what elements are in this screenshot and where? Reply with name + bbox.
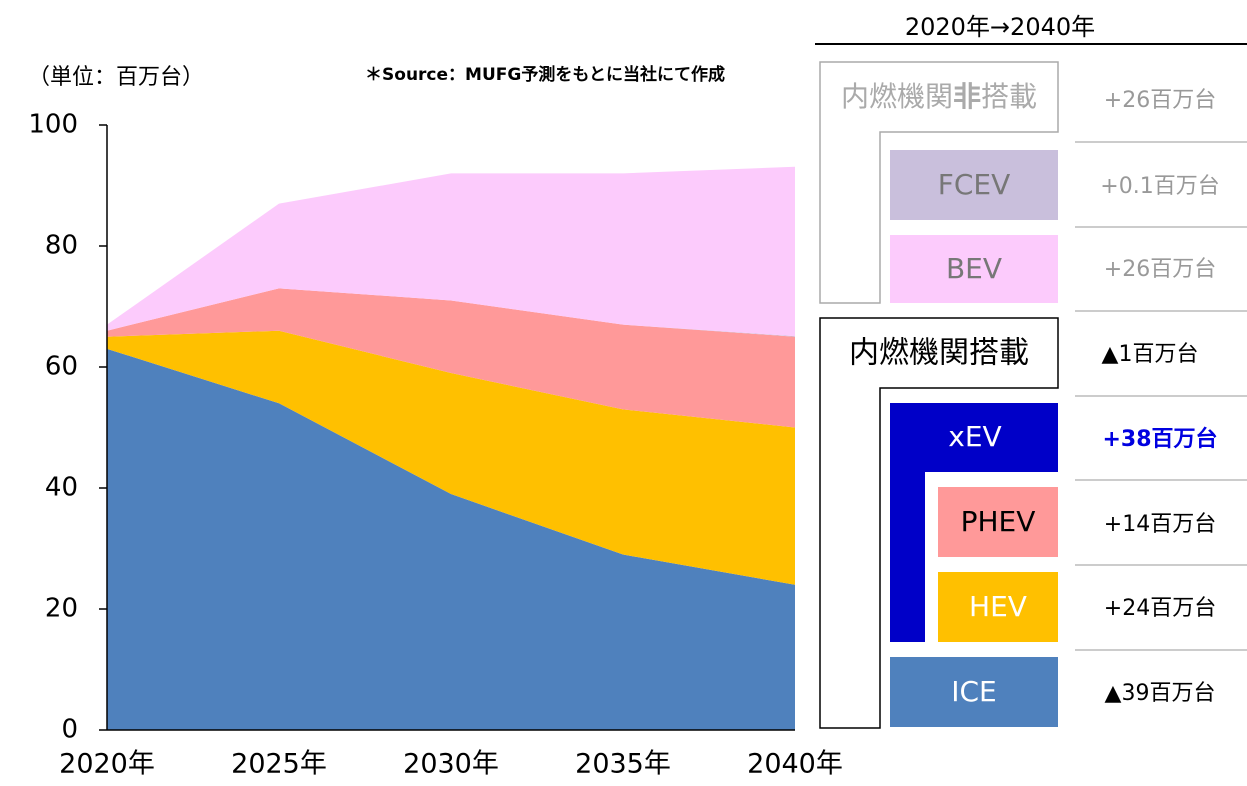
ice-box	[890, 657, 1058, 727]
row-rules	[1075, 141, 1247, 651]
change: +0.1百万台	[1100, 174, 1219, 199]
fcev-label: FCEV	[938, 168, 1011, 201]
ice-total-label: 内燃機関搭載	[849, 336, 1029, 371]
change: ▲1百万台	[1102, 342, 1199, 367]
x-tick-label: 2030年	[403, 749, 499, 780]
y-tick-label: 80	[45, 231, 78, 261]
change: +14百万台	[1104, 512, 1216, 537]
change: +24百万台	[1104, 596, 1216, 621]
ice-bracket	[819, 317, 1059, 729]
panel-header: 2020年→2040年	[905, 13, 1095, 41]
area	[107, 288, 795, 428]
fcev-box	[890, 150, 1058, 220]
y-tick-label: 60	[45, 352, 78, 382]
y-tick-label: 100	[28, 110, 78, 140]
area	[107, 330, 795, 585]
hev-box	[938, 572, 1058, 642]
non-ice-label: 内燃機関非搭載	[841, 80, 1037, 113]
area	[107, 348, 795, 730]
y-tick-label: 40	[45, 473, 78, 503]
xev-box	[890, 403, 1058, 642]
x-tick-label: 2025年	[231, 749, 327, 780]
source-note: ＊Source：MUFG予測をもとに当社にて作成	[365, 64, 725, 85]
x-tick-label: 2040年	[747, 749, 843, 780]
ice-label: ICE	[951, 675, 997, 708]
change: +26百万台	[1104, 257, 1216, 282]
y-tick-label: 20	[45, 594, 78, 624]
xev-label: xEV	[948, 420, 1001, 453]
plot: 0 20 40 60 80 100 2020年 2025年 2030年 2035年 2040年	[28, 110, 843, 780]
bev-label: BEV	[946, 252, 1002, 285]
phev-label: PHEV	[961, 505, 1036, 538]
non-ice-bracket	[819, 61, 1059, 304]
change: ▲39百万台	[1105, 681, 1216, 706]
x-tick-label: 2035年	[575, 749, 671, 780]
y-tick-label: 0	[61, 715, 78, 745]
phev-box	[938, 487, 1058, 557]
bev-box	[890, 235, 1058, 303]
unit-label: （単位：百万台）	[28, 65, 204, 90]
area	[107, 166, 795, 337]
change: +26百万台	[1104, 88, 1216, 113]
change: +38百万台	[1102, 426, 1217, 452]
x-tick-label: 2020年	[59, 749, 155, 780]
hev-label: HEV	[969, 590, 1027, 623]
